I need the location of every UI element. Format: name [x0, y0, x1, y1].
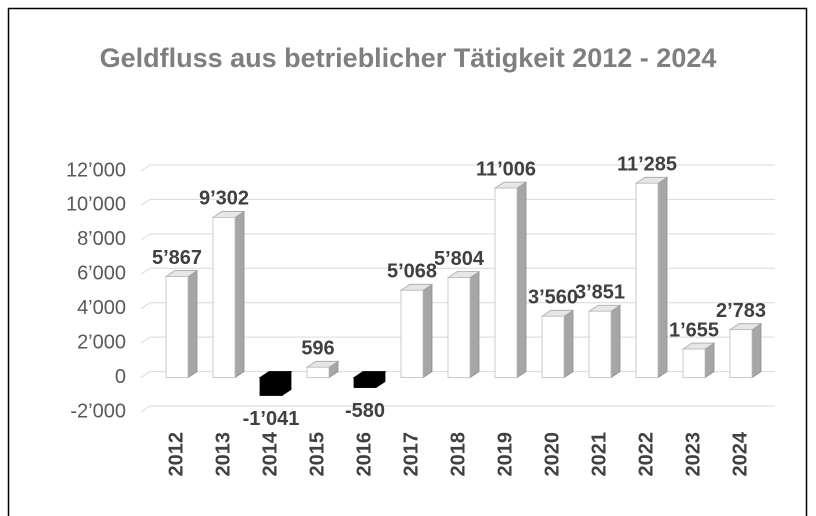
bar-3d [587, 304, 622, 379]
x-tick-label: 2012 [165, 432, 187, 477]
bar [541, 315, 565, 378]
bar-side [469, 270, 480, 379]
x-tick-label: 2015 [306, 432, 328, 477]
bar-3d [540, 309, 575, 379]
x-tick-label: 2023 [682, 432, 704, 477]
data-label: 11’285 [617, 154, 677, 176]
x-tick-label: 2024 [729, 431, 751, 476]
bar [635, 182, 659, 378]
bar-3d [634, 176, 669, 379]
grid-line-depth [140, 302, 151, 310]
bar [306, 366, 330, 378]
x-tick-label: 2020 [541, 432, 563, 477]
bar-3d [446, 270, 481, 379]
bar-3d [352, 370, 387, 389]
chart-frame [7, 7, 808, 516]
y-tick-label: 6’000 [77, 263, 126, 285]
bar-side [563, 309, 574, 379]
data-label: 3’851 [575, 282, 625, 304]
x-tick-label: 2022 [635, 432, 657, 477]
bar [259, 377, 283, 396]
bar-side [610, 304, 621, 379]
bar-side [751, 322, 762, 379]
grid-line-depth [140, 233, 151, 241]
x-tick-label: 2021 [588, 432, 610, 477]
data-label: 5’867 [152, 247, 202, 269]
data-label: 5’804 [434, 248, 485, 270]
data-label: -1’041 [243, 408, 300, 430]
bar-side [234, 210, 245, 379]
grid-line-depth [140, 371, 151, 378]
x-tick-label: 2014 [259, 431, 281, 476]
y-tick-label: 0 [115, 366, 126, 388]
bar-3d [211, 210, 246, 379]
bar [447, 277, 471, 378]
bar-3d [399, 283, 434, 379]
data-label: 9’302 [199, 188, 249, 210]
data-label: 11’006 [476, 158, 536, 180]
bar-3d [681, 342, 716, 379]
data-label: 2’783 [716, 300, 766, 322]
bar-3d [728, 322, 763, 379]
bar [353, 377, 377, 388]
bar [588, 310, 612, 378]
bar [165, 276, 189, 378]
grid-line-depth [140, 336, 151, 344]
data-label: 3’560 [528, 287, 578, 309]
x-tick-label: 2018 [447, 432, 469, 477]
y-tick-label: 8’000 [77, 228, 126, 250]
bar [494, 187, 518, 378]
data-label: -580 [345, 400, 385, 422]
grid-line-depth [140, 199, 151, 206]
bar-3d [164, 269, 199, 379]
x-tick-label: 2013 [212, 432, 234, 477]
bar-3d [305, 360, 340, 379]
x-tick-label: 2019 [494, 432, 516, 477]
bar [729, 329, 753, 378]
y-tick-label: -2’000 [70, 400, 126, 422]
y-tick-label: 12’000 [66, 159, 126, 181]
chart-title: Geldfluss aus betrieblicher Tätigkeit 20… [99, 43, 717, 73]
bar-side [657, 176, 668, 379]
y-tick-label: 4’000 [77, 297, 126, 319]
y-tick-label: 10’000 [66, 194, 126, 216]
grid-line-depth [140, 164, 151, 172]
bar [400, 289, 424, 378]
grid-line-depth [140, 405, 151, 413]
data-label: 5’068 [387, 261, 437, 283]
data-label: 1’655 [669, 319, 719, 341]
y-tick-label: 2’000 [77, 331, 126, 353]
bar-side [187, 269, 198, 379]
bar-side [422, 283, 433, 379]
bar [682, 348, 706, 378]
bar-3d [258, 370, 293, 397]
x-tick-label: 2017 [400, 432, 422, 477]
bar [212, 217, 236, 378]
bar-3d [493, 181, 528, 379]
bar-side [516, 181, 527, 379]
grid-line-depth [140, 267, 151, 275]
data-label: 596 [301, 338, 334, 360]
x-tick-label: 2016 [353, 432, 375, 477]
